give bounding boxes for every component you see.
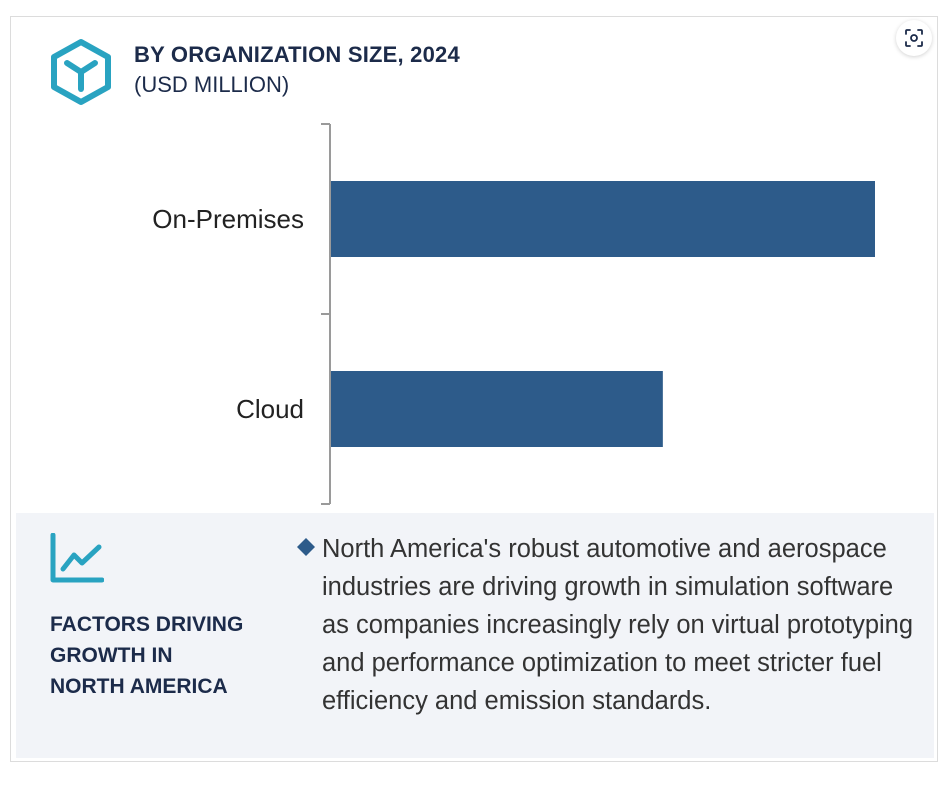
chart-title: BY ORGANIZATION SIZE, 2024 [134,42,460,67]
category-label: Cloud [236,394,304,424]
trend-chart-icon [50,533,104,583]
factors-panel: FACTORS DRIVING GROWTH IN NORTH AMERICA … [16,513,934,758]
bar-cloud [331,371,663,447]
factors-title: FACTORS DRIVING GROWTH IN NORTH AMERICA [50,613,244,698]
chart-subtitle: (USD MILLION) [134,72,290,97]
hexagon-y-logo-icon [51,39,111,105]
bar-on-premises [331,181,875,257]
bar-chart: On-Premises Cloud [152,123,875,505]
expand-button[interactable] [896,20,932,56]
factors-text: North America's robust automotive and ae… [322,535,914,715]
category-label: On-Premises [152,204,304,234]
diamond-bullet-icon [297,538,315,556]
expand-scan-icon [905,29,923,47]
